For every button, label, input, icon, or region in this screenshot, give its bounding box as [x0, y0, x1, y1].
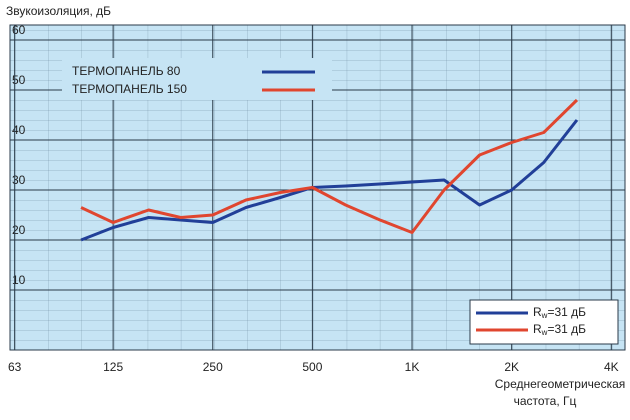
x-axis-label: Среднегеометрическая	[495, 377, 626, 391]
legend-label: ТЕРМОПАНЕЛЬ 150	[72, 82, 187, 96]
y-axis-label: Звукоизоляция, дБ	[6, 4, 111, 18]
rating-label-part: w	[541, 311, 548, 320]
rating-label-part: =31 дБ	[547, 322, 586, 336]
y-tick-label: 40	[12, 123, 26, 137]
rating-label-part: R	[533, 305, 542, 319]
rating-label-part: w	[541, 328, 548, 337]
y-tick-label: 50	[12, 73, 26, 87]
rating-label: Rw=31 дБ	[533, 305, 586, 320]
plot-frame	[9, 24, 626, 351]
x-tick-label: 1K	[405, 360, 420, 374]
x-tick-label: 250	[203, 360, 223, 374]
x-tick-label: 4K	[604, 360, 619, 374]
y-tick-label: 20	[12, 223, 26, 237]
y-tick-label: 30	[12, 173, 26, 187]
series-line	[80, 98, 579, 234]
rating-label: Rw=31 дБ	[533, 322, 586, 337]
y-tick-label: 60	[12, 23, 26, 37]
rating-legend-box	[469, 299, 619, 345]
rating-label-part: =31 дБ	[547, 305, 586, 319]
x-tick-label: 125	[103, 360, 123, 374]
y-tick-label: 10	[12, 273, 26, 287]
series-line	[80, 119, 579, 242]
x-tick-label: 500	[302, 360, 322, 374]
x-axis-label: частота, Гц	[514, 394, 577, 408]
legend-box	[62, 58, 332, 100]
legend-label: ТЕРМОПАНЕЛЬ 80	[72, 64, 181, 78]
x-tick-label: 2K	[504, 360, 519, 374]
x-tick-label: 63	[8, 360, 22, 374]
rating-label-part: R	[533, 322, 542, 336]
